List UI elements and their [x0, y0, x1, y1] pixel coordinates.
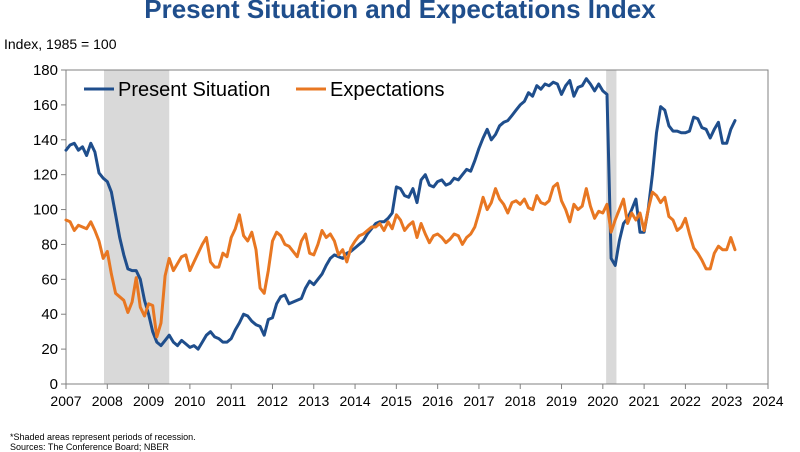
y-axis-unit-label: Index, 1985 = 100	[4, 36, 117, 52]
x-tick-label-2022: 2022	[670, 393, 701, 409]
y-tick-label-80: 80	[41, 236, 58, 253]
y-tick-label-0: 0	[50, 376, 58, 393]
y-tick-label-120: 120	[33, 167, 58, 184]
sources-footnote: Sources: The Conference Board; NBER	[10, 442, 169, 452]
x-tick-label-2014: 2014	[339, 393, 370, 409]
y-tick-label-100: 100	[33, 202, 58, 219]
y-tick-label-140: 140	[33, 132, 58, 149]
x-tick-label-2008: 2008	[92, 393, 123, 409]
legend: Present Situation Expectations	[84, 79, 445, 101]
y-tick-label-40: 40	[41, 306, 58, 323]
axes: 0 20 40 60 80 100 120 140 160 180 2007 2008 2009 2010…	[33, 62, 784, 409]
x-tick-label-2013: 2013	[298, 393, 329, 409]
x-tick-label-2021: 2021	[629, 393, 660, 409]
recession-shading	[103, 70, 617, 384]
x-tick-label-2009: 2009	[133, 393, 164, 409]
x-tick-label-2011: 2011	[216, 393, 246, 409]
x-tick-label-2020: 2020	[587, 393, 618, 409]
x-tick-label-2023: 2023	[711, 393, 742, 409]
x-tick-label-2019: 2019	[546, 393, 577, 409]
chart-title: Present Situation and Expectations Index	[144, 0, 656, 24]
plot-frame	[65, 69, 769, 385]
x-tick-label-2015: 2015	[381, 393, 412, 409]
y-tick-label-60: 60	[41, 271, 58, 288]
series-line-0	[64, 77, 737, 351]
series-lines	[64, 77, 737, 351]
x-tick-label-2024: 2024	[752, 393, 783, 409]
series-line-1	[64, 181, 737, 339]
x-tick-label-2018: 2018	[505, 393, 536, 409]
y-tick-label-160: 160	[33, 97, 58, 114]
x-tick-label-2010: 2010	[174, 393, 205, 409]
x-tick-label-2017: 2017	[463, 393, 494, 409]
recession-footnote: *Shaded areas represent periods of reces…	[10, 432, 196, 442]
y-tick-label-20: 20	[41, 341, 58, 358]
legend-label-1: Expectations	[330, 79, 445, 101]
y-tick-label-180: 180	[33, 62, 58, 79]
recession-band-0	[103, 70, 170, 384]
x-tick-label-2016: 2016	[422, 393, 453, 409]
x-tick-label-2012: 2012	[257, 393, 288, 409]
legend-label-0: Present Situation	[118, 79, 270, 101]
x-tick-label-2007: 2007	[50, 393, 81, 409]
